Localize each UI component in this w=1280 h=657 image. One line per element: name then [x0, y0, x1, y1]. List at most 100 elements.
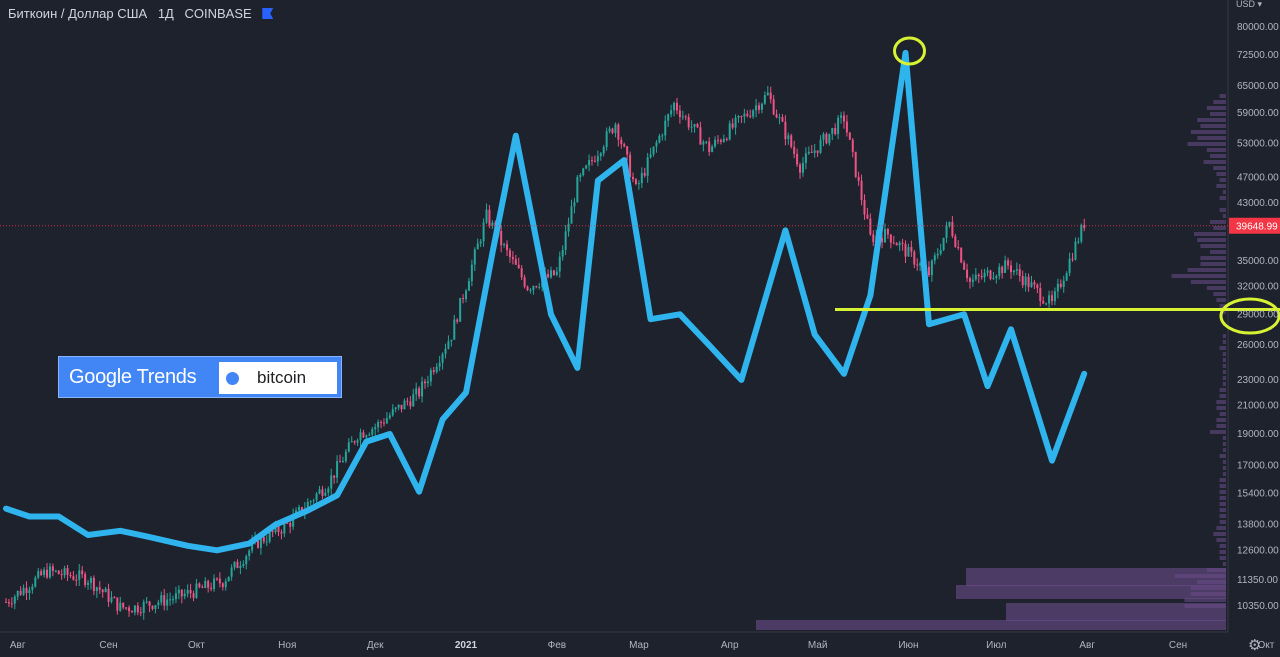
volume-profile-bar: [1200, 262, 1226, 266]
candle: [819, 139, 822, 153]
price-tick-label: 59000.00: [1237, 108, 1279, 119]
candle: [734, 117, 737, 128]
candle: [163, 595, 166, 606]
candle: [397, 404, 400, 408]
candle: [233, 561, 236, 568]
candle: [555, 271, 558, 275]
candle: [359, 432, 362, 441]
candle: [218, 578, 221, 584]
volume-profile-bar: [1190, 130, 1226, 134]
candle: [799, 164, 802, 173]
candle: [265, 541, 268, 543]
candle: [75, 579, 78, 581]
candle: [473, 249, 476, 265]
candle: [725, 138, 728, 140]
candle: [1056, 283, 1059, 292]
candle: [582, 168, 585, 175]
candle: [262, 537, 265, 542]
candle: [198, 583, 201, 587]
currency-label[interactable]: USD ▾: [1236, 0, 1263, 9]
price-tick-label: 15400.00: [1237, 488, 1279, 499]
candle: [716, 139, 719, 141]
candle: [652, 146, 655, 155]
volume-profile-bar: [1219, 196, 1226, 200]
price-tick-label: 26000.00: [1237, 340, 1279, 351]
candle: [447, 341, 450, 349]
candle: [130, 611, 133, 613]
candle: [104, 588, 107, 593]
price-tick-label: 47000.00: [1237, 173, 1279, 184]
candle: [649, 154, 652, 158]
candle: [289, 522, 292, 527]
candle: [825, 133, 828, 144]
candle: [426, 381, 429, 384]
candle: [462, 297, 465, 299]
candle: [966, 269, 969, 279]
candle: [907, 247, 910, 257]
candle: [1012, 270, 1015, 273]
candle: [758, 105, 761, 110]
candle: [854, 151, 857, 177]
candle: [986, 270, 989, 273]
candle: [1001, 266, 1004, 273]
candle: [66, 568, 69, 576]
candle: [69, 575, 72, 577]
candle: [670, 110, 673, 115]
candle: [350, 441, 353, 443]
candle: [306, 501, 309, 509]
candle: [435, 366, 438, 372]
candle: [415, 388, 418, 395]
candle: [772, 99, 775, 115]
candle: [793, 146, 796, 154]
candle: [567, 223, 570, 232]
candle: [675, 102, 678, 111]
candle: [1024, 276, 1027, 286]
candle: [737, 115, 740, 118]
candle: [1027, 276, 1030, 288]
candle: [995, 275, 998, 279]
candle: [898, 242, 901, 246]
candle: [248, 550, 251, 557]
candle: [215, 578, 218, 580]
candle: [728, 123, 731, 140]
volume-profile-bar: [1187, 142, 1226, 146]
support-highlight-circle: [1219, 297, 1280, 335]
candle: [1048, 295, 1051, 304]
candle: [881, 237, 884, 243]
candle: [423, 381, 426, 384]
candle: [406, 400, 409, 402]
gear-icon[interactable]: ⚙: [1248, 637, 1262, 654]
candle: [1033, 282, 1036, 285]
candle: [886, 228, 889, 235]
candle: [479, 241, 482, 244]
candle: [535, 286, 538, 288]
candle: [778, 117, 781, 119]
time-tick-label: Дек: [367, 640, 384, 651]
volume-profile-bar: [1216, 538, 1226, 542]
price-tick-label: 72500.00: [1237, 50, 1279, 61]
candle: [608, 128, 611, 132]
candle: [831, 128, 834, 134]
candle: [374, 427, 377, 430]
volume-profile-bar: [1210, 220, 1226, 224]
candle: [139, 612, 142, 614]
volume-profile-bar: [1213, 292, 1226, 296]
interval-label[interactable]: 1Д: [157, 6, 174, 21]
candle: [482, 222, 485, 242]
candle: [154, 605, 157, 610]
symbol-title[interactable]: Биткоин / Доллар США 1Д COINBASE: [8, 6, 280, 21]
candle: [429, 370, 432, 382]
candle: [930, 260, 933, 276]
candle: [884, 228, 886, 243]
price-tick-label: 17000.00: [1237, 461, 1279, 472]
google-trends-logo: Google Trends: [69, 366, 197, 388]
candle: [599, 153, 602, 157]
volume-profile-bar: [1219, 544, 1226, 548]
candle: [591, 160, 593, 162]
candle: [699, 127, 702, 145]
candle: [1059, 283, 1062, 287]
candle: [629, 154, 632, 177]
candle: [614, 124, 617, 134]
